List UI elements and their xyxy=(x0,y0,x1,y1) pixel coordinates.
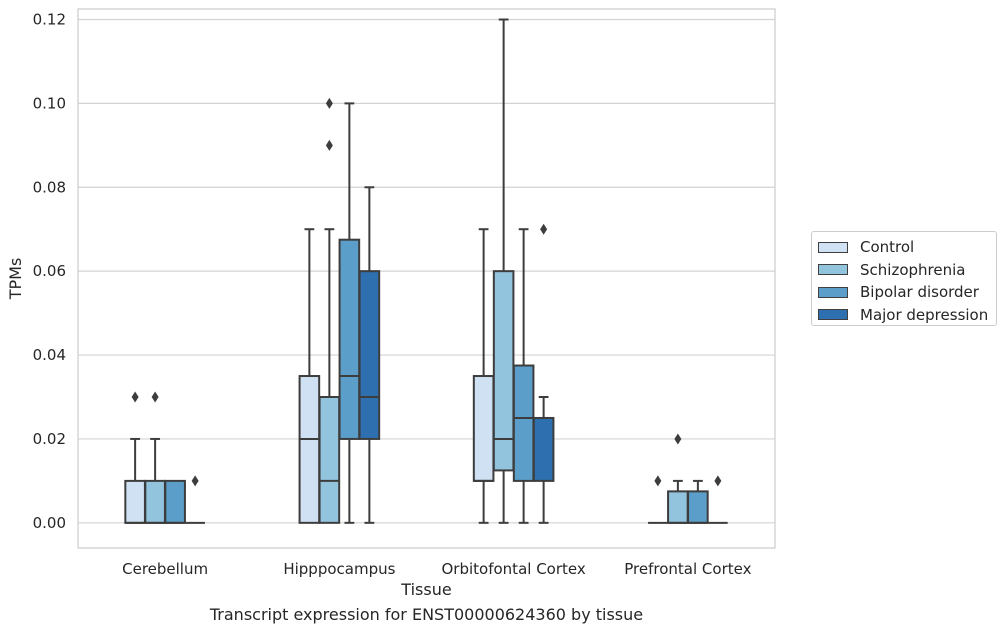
outlier-point xyxy=(325,139,333,151)
iqr-box xyxy=(667,490,689,524)
legend-label: Bipolar disorder xyxy=(860,283,979,302)
box-schizophrenia xyxy=(144,391,166,524)
box-bipolar-disorder xyxy=(687,479,709,524)
iqr-box xyxy=(472,375,495,482)
legend-label: Major depression xyxy=(860,305,989,324)
iqr-box xyxy=(687,490,709,524)
iqr-box xyxy=(492,270,515,472)
y-tick-label: 0.06 xyxy=(33,262,66,280)
outlier-point xyxy=(654,475,662,487)
box-major-depression xyxy=(708,475,728,524)
outlier-point xyxy=(191,475,199,487)
legend-label: Control xyxy=(860,238,915,257)
legend-item-control: Control xyxy=(818,236,996,259)
x-tick-label: Cerebellum xyxy=(122,560,208,578)
chart-caption: Transcript expression for ENST0000062436… xyxy=(209,605,644,624)
y-tick-label: 0.10 xyxy=(33,94,66,112)
box-bipolar-disorder xyxy=(512,228,535,524)
iqr-box xyxy=(124,479,146,524)
legend: Control Schizophrenia Bipolar disorder M… xyxy=(811,231,997,326)
box-schizophrenia xyxy=(318,97,341,524)
x-tick-labels: Cerebellum Hipppocampus Orbitofontal Corte… xyxy=(122,560,751,578)
iqr-box xyxy=(164,479,186,524)
grid-lines xyxy=(78,18,775,524)
outlier-point xyxy=(714,475,722,487)
y-tick-label: 0.02 xyxy=(33,430,66,448)
box-major-depression xyxy=(185,475,205,524)
iqr-box xyxy=(512,364,535,482)
iqr-box xyxy=(298,375,321,524)
y-tick-label: 0.00 xyxy=(33,514,66,532)
outlier-point xyxy=(674,433,682,445)
legend-item-major-depression: Major depression xyxy=(818,304,996,327)
y-tick-label: 0.08 xyxy=(33,178,66,196)
outlier-point xyxy=(131,391,139,403)
legend-swatch-major-depression xyxy=(818,309,848,321)
legend-swatch-control xyxy=(818,241,848,253)
y-axis-label: TPMs xyxy=(6,258,25,301)
boxes xyxy=(124,18,728,524)
box-major-depression xyxy=(358,186,381,524)
box-major-depression xyxy=(532,223,555,524)
legend-item-bipolar-disorder: Bipolar disorder xyxy=(818,281,996,304)
plot-frame xyxy=(77,8,776,549)
box-control xyxy=(648,475,668,524)
box-bipolar-disorder xyxy=(164,479,186,524)
box-schizophrenia xyxy=(667,433,689,524)
x-axis-label: Tissue xyxy=(400,580,451,599)
x-tick-label: Prefrontal Cortex xyxy=(624,560,751,578)
legend-swatch-bipolar-disorder xyxy=(818,286,848,298)
box-schizophrenia xyxy=(492,18,515,524)
x-tick-label: Orbitofontal Cortex xyxy=(442,560,586,578)
outlier-point xyxy=(540,223,548,235)
iqr-box xyxy=(318,395,341,524)
box-control xyxy=(124,391,146,524)
iqr-box xyxy=(358,270,381,440)
y-tick-label: 0.12 xyxy=(33,10,66,28)
y-tick-label: 0.04 xyxy=(33,346,66,364)
outlier-point xyxy=(151,391,159,403)
legend-swatch-schizophrenia xyxy=(818,264,848,276)
outlier-point xyxy=(325,97,333,109)
iqr-box xyxy=(532,416,555,482)
box-control xyxy=(472,228,495,524)
iqr-box xyxy=(338,238,361,440)
legend-label: Schizophrenia xyxy=(860,260,966,279)
legend-item-schizophrenia: Schizophrenia xyxy=(818,259,996,282)
iqr-box xyxy=(144,479,166,524)
box-control xyxy=(298,228,321,524)
x-tick-label: Hipppocampus xyxy=(283,560,395,578)
box-bipolar-disorder xyxy=(338,102,361,524)
y-tick-labels: 0.00 0.02 0.04 0.06 0.08 0.10 0.12 xyxy=(33,10,66,531)
